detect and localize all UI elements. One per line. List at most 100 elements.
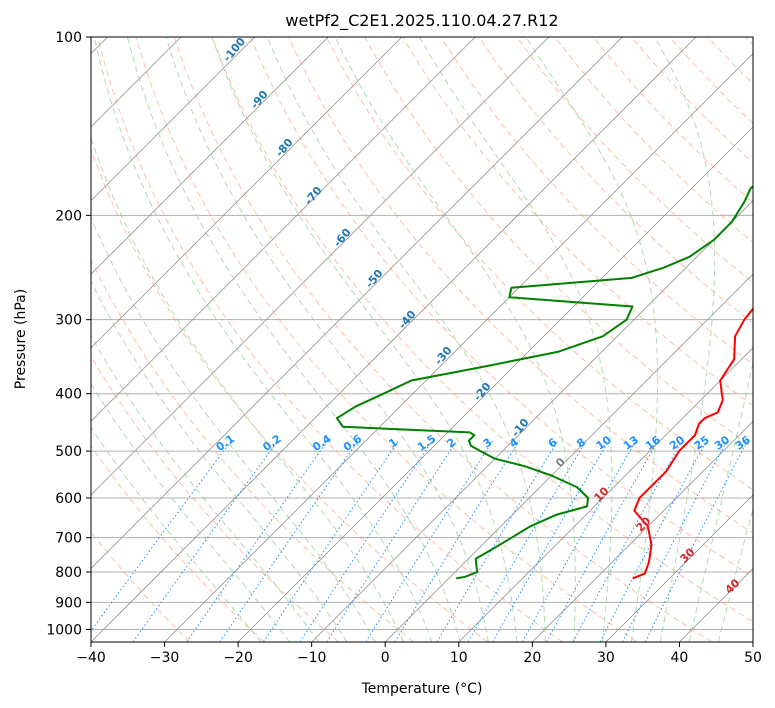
moist-adiabat-line [91,426,262,642]
x-tick-label: 10 [450,650,468,666]
moist-adiabat-label: 20 [634,514,654,534]
y-tick-label: 400 [55,387,82,403]
plot-frame [90,36,754,643]
y-tick-label: 800 [55,565,82,581]
mixing-ratio-line [467,440,587,642]
moist-adiabat-line [688,360,753,642]
dry-adiabat-line [287,37,753,534]
x-axis: −40 −30 −20 −10 0 10 20 30 40 50 [76,642,762,666]
mixing-ratio-label: 13 [621,433,641,452]
dry-adiabat-label: -60 [331,226,354,250]
moist-adiabat-line [126,37,461,642]
x-tick-label: −20 [223,650,253,666]
y-tick-label: 1000 [46,622,82,638]
moist-adiabat-line [91,280,348,642]
mixing-ratio-line [546,440,659,642]
dry-adiabat-label: -100 [220,35,248,65]
mixing-ratio-line [644,440,749,642]
mixing-ratio-line [219,440,359,642]
chart-title: wetPf2_C2E1.2025.110.04.27.R12 [285,11,558,31]
mixing-ratio-label: 6 [546,435,560,450]
mixing-ratio-line [622,440,728,642]
isotherm-line [532,420,753,642]
x-tick-label: 30 [597,650,615,666]
mixing-ratio-line [394,440,520,642]
dry-adiabat-line [91,355,340,642]
x-tick-label: 50 [744,650,762,666]
moist-adiabat-line [334,37,576,642]
mixing-ratio-label: 3 [481,436,495,451]
isotherm-line [237,126,753,642]
y-axis: 100 200 300 400 500 600 700 800 900 1000 [46,30,91,638]
mixing-ratio-line [132,440,279,642]
dry-adiabat-label: -20 [471,380,494,404]
moist-adiabat-line [91,216,376,642]
moist-adiabat-line [418,37,613,642]
mixing-ratio-label: 36 [733,433,753,453]
moist-adiabat-label: 40 [723,576,743,596]
x-tick-label: 20 [523,650,541,666]
mixing-ratio-line [263,440,400,642]
isotherm-line [605,494,753,642]
dry-adiabat-line [478,37,753,324]
isotherm-line [752,641,753,642]
moist-adiabat-line [654,37,716,642]
y-tick-label: 300 [55,313,82,329]
dry-adiabat-line [249,37,753,578]
moist-adiabat-line [91,136,405,642]
dry-adiabat-line [173,37,713,642]
moist-adiabat-line [91,382,291,642]
moist-adiabat-line [211,37,518,642]
mixing-ratio-line [326,440,458,642]
isotherm-line [91,37,623,569]
mixing-ratio-label: 16 [643,433,663,453]
dry-adiabat-label: -50 [363,267,386,291]
y-axis-label: Pressure (hPa) [13,289,29,389]
moist-adiabat-line [165,37,489,642]
dry-adiabat-label: -30 [432,344,455,368]
moist-adiabat-line [525,37,659,642]
y-tick-label: 900 [55,595,82,611]
y-tick-label: 700 [55,531,82,547]
x-tick-label: 40 [671,650,689,666]
mixing-ratio-label: 8 [574,435,588,450]
x-tick-label: 0 [381,650,390,666]
dry-adiabat-line [97,37,563,642]
mixing-ratio-line [522,440,637,642]
dry-adiabat-line [91,148,489,642]
mixing-ratio-line [365,440,494,642]
dry-adiabat-line [91,445,265,642]
mixing-ratio-line [91,440,232,632]
x-axis-label: Temperature (°C) [361,681,483,697]
dry-adiabat-label: -90 [248,88,271,112]
dry-adiabat-line [440,37,753,365]
dry-adiabat-line [135,37,638,642]
isotherm-line [91,37,255,202]
y-tick-label: 100 [55,30,82,46]
isotherm-line [458,347,753,642]
mixing-ratio-label: 20 [667,433,687,453]
mixing-ratio-line [492,440,610,642]
profile-lines [335,185,753,580]
mixing-ratio-label: 30 [712,433,732,453]
isotherm-line [91,37,476,422]
isotherm-line [384,273,753,642]
moist-adiabat-line [93,37,433,642]
moist-adiabat-line [717,507,753,642]
background-lines [91,37,753,642]
dry-adiabat-line [91,258,414,642]
dry-adiabat-line [745,37,753,46]
dry-adiabat-label: -70 [302,184,325,208]
y-tick-label: 200 [55,208,82,224]
x-tick-label: −30 [150,650,180,666]
isotherm-line [91,37,697,642]
mixing-ratio-line [299,440,433,642]
y-tick-label: 500 [55,444,82,460]
isotherm-line [91,37,329,275]
dry-adiabat-line [211,37,753,623]
dry-adiabat-line [326,37,753,491]
moist-adiabat-label: 30 [678,545,698,565]
y-tick-label: 600 [55,491,82,507]
mixing-ratio-line [186,440,329,642]
